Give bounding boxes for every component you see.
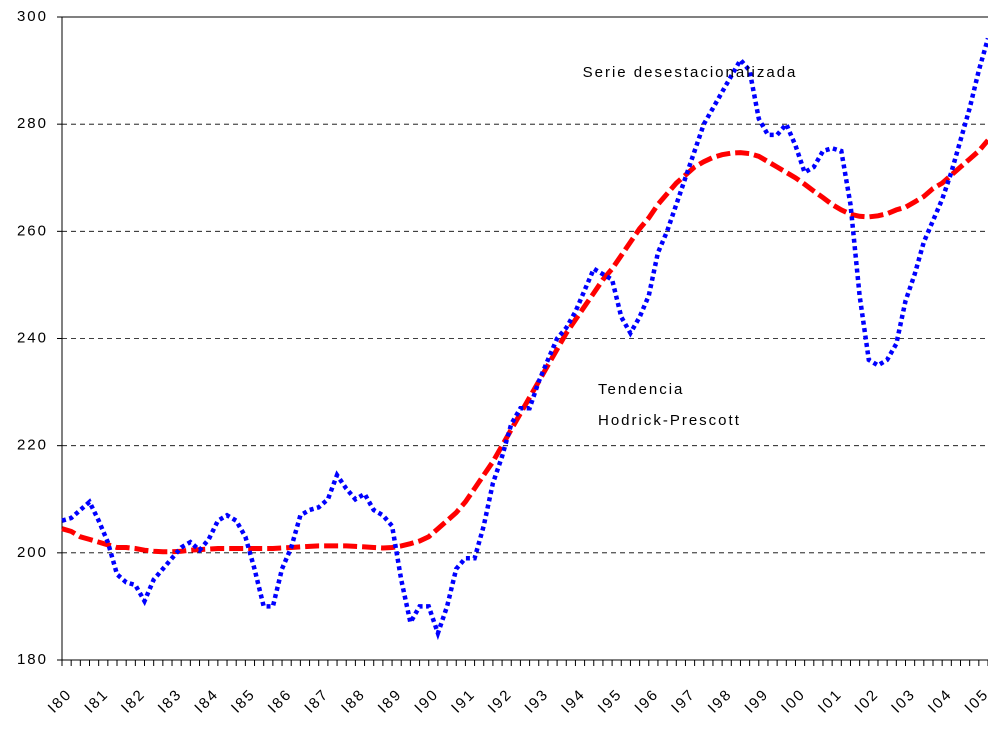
x-tick-label: I85 <box>228 686 259 717</box>
y-tick-label: 220 <box>17 437 48 454</box>
x-tick-label: I86 <box>265 686 296 717</box>
y-tick-label: 200 <box>17 544 48 561</box>
x-tick-label: I88 <box>338 686 369 717</box>
series-line <box>61 138 988 555</box>
x-tick-label: I02 <box>851 686 882 717</box>
annotation: Hodrick-Prescott <box>598 412 741 429</box>
y-tick-label: 280 <box>17 115 48 132</box>
series-line <box>61 37 988 641</box>
x-tick-label: I04 <box>925 686 956 717</box>
x-tick-label: I03 <box>888 686 919 717</box>
x-tick-label: I91 <box>448 686 479 717</box>
x-tick-label: I81 <box>81 686 112 717</box>
x-tick-label: I82 <box>118 686 149 717</box>
y-tick-label: 180 <box>17 651 48 668</box>
y-tick-label: 240 <box>17 329 48 346</box>
x-tick-label: I87 <box>301 686 332 717</box>
x-tick-label: I90 <box>411 686 442 717</box>
x-tick-label: I97 <box>668 686 699 717</box>
x-tick-label: I00 <box>778 686 809 717</box>
annotation: Serie desestacionalizada <box>583 64 798 81</box>
x-tick-label: I92 <box>485 686 516 717</box>
x-tick-label: I89 <box>375 686 406 717</box>
x-tick-label: I93 <box>521 686 552 717</box>
x-tick-label: I95 <box>595 686 626 717</box>
x-tick-label: I99 <box>741 686 772 717</box>
x-tick-label: I94 <box>558 686 589 717</box>
y-tick-label: 260 <box>17 222 48 239</box>
x-tick-label: I05 <box>961 686 988 717</box>
x-tick-label: I01 <box>815 686 846 717</box>
x-tick-label: I98 <box>705 686 736 717</box>
x-tick-label: I84 <box>191 686 222 717</box>
x-tick-label: I96 <box>631 686 662 717</box>
x-tick-label: I80 <box>45 686 76 717</box>
x-tick-label: I83 <box>155 686 186 717</box>
y-tick-label: 300 <box>17 8 48 25</box>
annotation: Tendencia <box>598 381 684 398</box>
